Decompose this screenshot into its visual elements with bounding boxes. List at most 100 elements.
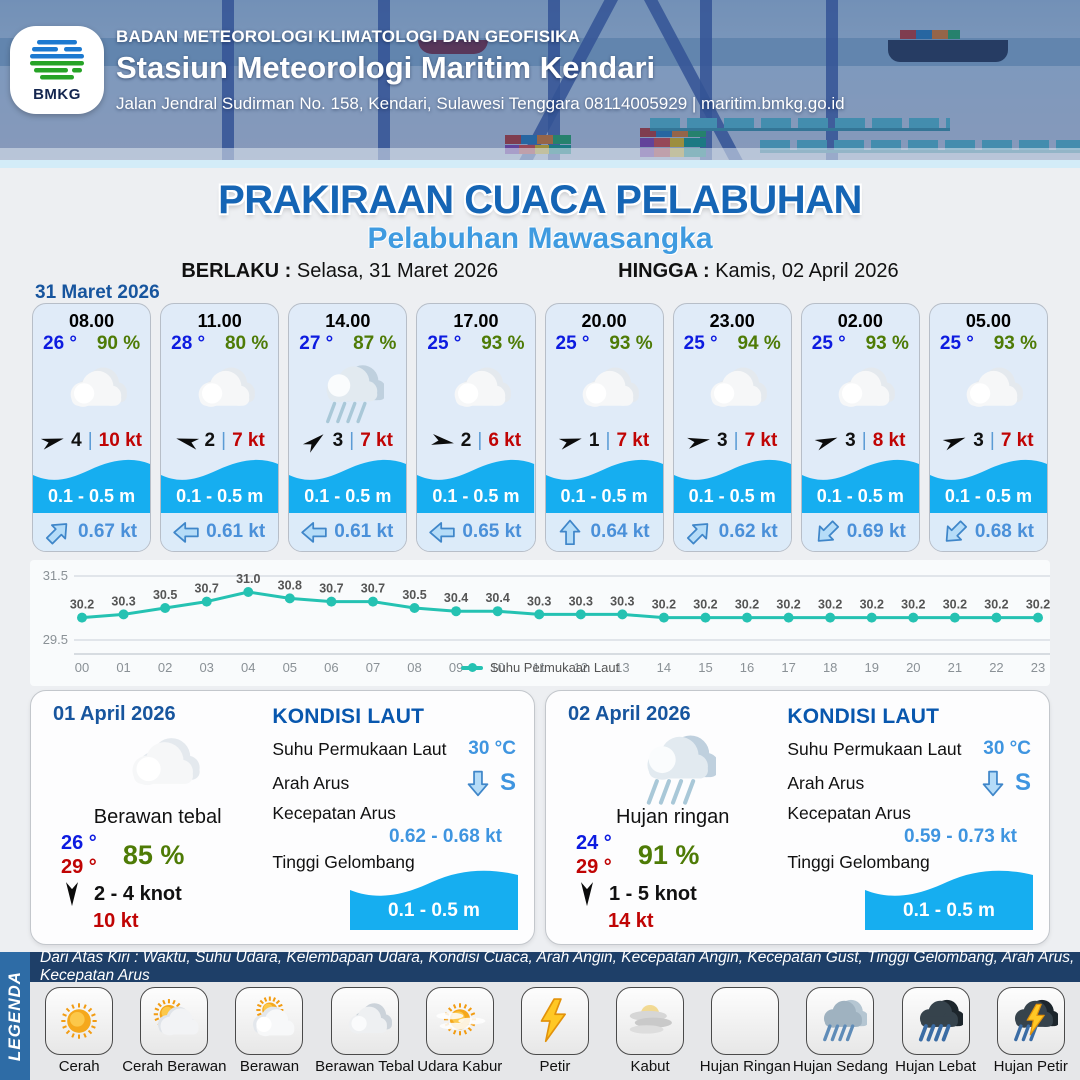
current-row: 0.69 kt <box>801 513 919 551</box>
svg-text:10: 10 <box>490 660 504 675</box>
sst-value: 30 °C <box>468 738 516 759</box>
gust-speed: 7 kt <box>1000 430 1034 451</box>
wind-row: 2 | 6 kt <box>417 425 534 457</box>
svg-text:21: 21 <box>948 660 962 675</box>
legend-item-label: Hujan Ringan <box>699 1058 791 1075</box>
daily-date: 01 April 2026 <box>53 703 176 725</box>
legend-item: Cerah Berawan <box>122 987 226 1075</box>
legend-item: Kabut <box>604 987 696 1075</box>
current-speed-value: 0.59 - 0.73 kt <box>903 826 1017 847</box>
wave-shape <box>417 460 535 513</box>
weather-icon <box>546 355 663 425</box>
svg-text:31.0: 31.0 <box>236 572 260 586</box>
window-beam <box>378 0 390 160</box>
current-direction-icon <box>937 514 973 550</box>
legend-title-band: LEGENDA <box>0 952 30 1080</box>
current-row: 0.68 kt <box>929 513 1047 551</box>
wind-speed: 3 <box>845 430 856 451</box>
svg-text:02: 02 <box>158 660 172 675</box>
wave-height-band: 0.1 - 0.5 m <box>929 457 1047 513</box>
separator: | <box>221 430 227 451</box>
daily-humidity: 91 % <box>637 839 700 870</box>
wind-row: 3 | 7 kt <box>930 425 1047 457</box>
gust-speed: 7 kt <box>360 430 393 451</box>
svg-text:30.3: 30.3 <box>610 594 634 608</box>
current-direction-icon <box>173 520 200 544</box>
svg-text:30.7: 30.7 <box>195 582 219 596</box>
daily-humidity: 85 % <box>122 839 185 870</box>
wave-height-band: 0.1 - 0.5 m <box>801 457 919 513</box>
time-label: 23.00 <box>709 311 755 331</box>
separator: | <box>989 430 995 451</box>
air-temperature: 26 ° <box>43 333 78 354</box>
time-label: 14.00 <box>325 311 371 331</box>
forecast-card: 20.00 25 ° 93 % 1 | 7 kt 0.1 - 0.5 m 0.6… <box>544 303 664 552</box>
current-direction-icon <box>40 514 76 550</box>
daily-gust: 14 kt <box>608 910 654 932</box>
humidity-value: 80 % <box>224 333 269 354</box>
svg-text:00: 00 <box>75 660 89 675</box>
svg-text:16: 16 <box>740 660 754 675</box>
wind-row: 3 | 7 kt <box>674 425 791 457</box>
current-dir-value: S <box>1014 769 1031 796</box>
forecast-card: 11.00 28 ° 80 % 2 | 7 kt 0.1 - 0.5 m 0.6… <box>160 303 280 552</box>
svg-text:30.3: 30.3 <box>527 594 551 608</box>
daily-panel-1: 01 April 2026 Berawan tebal 26 ° 29 ° 85… <box>30 690 535 945</box>
wave-shape <box>929 460 1047 513</box>
svg-text:01: 01 <box>116 660 130 675</box>
wave-height-value: 0.1 - 0.5 m <box>176 486 264 506</box>
wave-height-value: 0.1 - 0.5 m <box>944 486 1032 506</box>
wave-height-box: 0.1 - 0.5 m <box>865 864 1033 930</box>
legend-item: Udara Kabur <box>414 987 506 1075</box>
wind-speed: 1 <box>588 430 600 451</box>
current-speed-label: Kecepatan Arus <box>787 803 911 823</box>
legend-weather-icon <box>235 987 304 1055</box>
wave-height-band: 0.1 - 0.5 m <box>545 457 663 513</box>
bmkg-logo-label: BMKG <box>33 85 81 103</box>
svg-text:30.2: 30.2 <box>1026 598 1050 612</box>
forecast-card: 08.00 26 ° 90 % 4 | 10 kt 0.1 - 0.5 m 0.… <box>32 303 152 552</box>
current-speed: 0.61 kt <box>334 521 394 542</box>
valid-to-date: Kamis, 02 April 2026 <box>715 260 899 282</box>
time-label: 08.00 <box>69 311 115 331</box>
current-speed-value: 0.62 - 0.68 kt <box>388 826 502 847</box>
current-dir-value: S <box>499 769 516 796</box>
svg-text:30.2: 30.2 <box>776 598 800 612</box>
daily-gust: 10 kt <box>93 910 139 932</box>
wave-height-value: 0.1 - 0.5 m <box>432 486 520 506</box>
daily-date: 02 April 2026 <box>568 703 691 725</box>
svg-text:30.7: 30.7 <box>361 582 385 596</box>
bmkg-emblem-icon <box>30 39 84 79</box>
sea-conditions-heading: KONDISI LAUT <box>787 705 940 728</box>
air-temperature: 27 ° <box>299 333 334 354</box>
wave-height-label: Tinggi Gelombang <box>787 852 930 872</box>
svg-text:30.3: 30.3 <box>569 594 593 608</box>
wave-height-value: 0.1 - 0.5 m <box>903 900 995 921</box>
legend-icons-row: Cerah Cerah Berawan Berawan Berawan Teba… <box>30 982 1080 1080</box>
wind-direction-icon <box>39 429 67 453</box>
forecast-card: 14.00 27 ° 87 % 3 | 7 kt 0.1 - 0.5 m 0.6… <box>288 303 408 552</box>
wave-height-band: 0.1 - 0.5 m <box>417 457 535 513</box>
legend-item: Berawan <box>223 987 315 1075</box>
current-row: 0.65 kt <box>417 513 535 551</box>
svg-text:30.2: 30.2 <box>735 598 759 612</box>
humidity-value: 93 % <box>609 333 653 354</box>
wind-row: 2 | 7 kt <box>161 425 278 457</box>
legend-item-label: Berawan <box>239 1058 300 1075</box>
sea-conditions-heading: KONDISI LAUT <box>272 705 425 728</box>
legend-item-label: Hujan Lebat <box>895 1058 977 1075</box>
gust-speed: 7 kt <box>744 430 778 451</box>
wind-speed: 2 <box>460 430 472 451</box>
humidity-value: 93 % <box>481 333 525 354</box>
svg-text:19: 19 <box>865 660 879 675</box>
weather-icon <box>802 355 919 425</box>
wind-speed: 4 <box>71 430 82 451</box>
legend-item-label: Hujan Sedang <box>792 1058 888 1075</box>
humidity-value: 87 % <box>353 333 397 354</box>
header-divider <box>0 160 1080 168</box>
daily-condition: Berawan tebal <box>93 806 222 828</box>
wind-direction-icon <box>299 426 329 456</box>
current-dir-label: Arah Arus <box>787 772 865 793</box>
chart-legend: Suhu Permukaan Laut <box>0 660 1080 675</box>
svg-text:18: 18 <box>823 660 837 675</box>
